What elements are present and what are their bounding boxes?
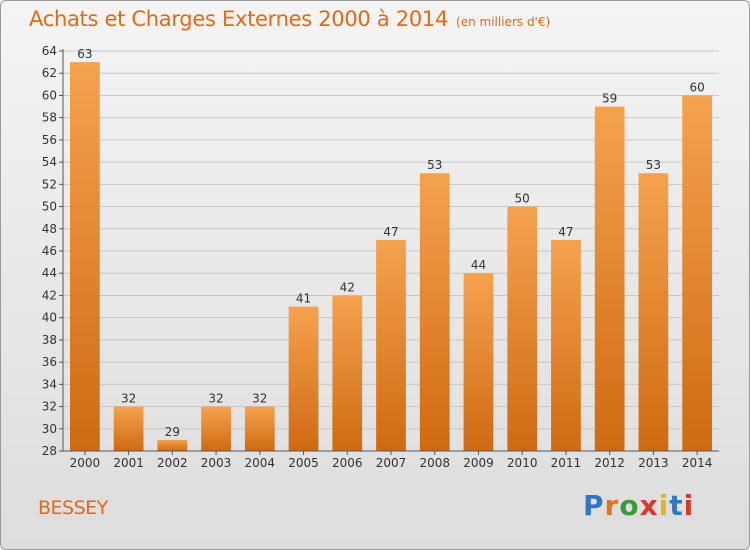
y-tick-label: 62 <box>42 66 57 80</box>
commune-name: BESSEY <box>38 497 108 519</box>
data-label-2003: 32 <box>208 392 223 406</box>
data-label-2013: 53 <box>646 158 661 172</box>
y-axis-ticks: 28 30 32 34 36 38 40 42 44 46 48 50 52 54 56 58 60 62 64 <box>42 44 63 458</box>
proxiti-logo[interactable]: Proxiti <box>583 489 694 522</box>
bar-2000 <box>69 62 100 451</box>
bar-2004 <box>244 406 275 451</box>
logo-letter: P <box>583 489 605 522</box>
x-tick-label: 2013 <box>638 456 669 470</box>
data-label-2012: 59 <box>602 92 617 106</box>
x-tick-label: 2003 <box>201 456 232 470</box>
y-tick-label: 38 <box>42 333 57 347</box>
x-axis-ticks: 2000 2001 2002 2003 2004 2005 2006 2007 2008 2009… <box>70 451 713 470</box>
logo-letter: i <box>683 489 695 522</box>
bar-2009 <box>463 273 494 451</box>
data-label-2004: 32 <box>252 392 267 406</box>
axes <box>62 49 719 452</box>
y-tick-label: 46 <box>42 244 57 258</box>
logo-letter: i <box>658 489 670 522</box>
bar-2003 <box>201 406 231 451</box>
title-text: Achats et Charges Externes 2000 à 2014 <box>29 7 449 31</box>
bar-2001 <box>113 406 144 451</box>
logo-letter: o <box>619 489 640 522</box>
bar-2012 <box>594 106 625 452</box>
x-tick-label: 2010 <box>507 456 538 470</box>
bar-2011 <box>551 239 581 451</box>
x-tick-label: 2012 <box>594 456 625 470</box>
y-tick-label: 60 <box>42 88 57 102</box>
logo-letter: x <box>639 489 659 522</box>
x-tick-label: 2005 <box>288 456 319 470</box>
bar-2006 <box>332 295 363 451</box>
y-tick-label: 44 <box>42 266 57 280</box>
chart-subtitle: (en milliers d'€) <box>456 15 551 29</box>
y-tick-label: 34 <box>42 377 57 391</box>
bar-2014 <box>682 95 713 451</box>
y-tick-label: 28 <box>42 444 57 458</box>
x-tick-label: 2000 <box>70 456 101 470</box>
data-labels: 63 32 29 32 32 41 42 47 53 44 50 47 59 53 60 <box>77 47 705 439</box>
y-tick-label: 36 <box>42 355 57 369</box>
data-label-2010: 50 <box>515 192 530 206</box>
bar-2013 <box>638 173 669 451</box>
y-tick-label: 42 <box>42 288 57 302</box>
bar-2008 <box>419 173 450 451</box>
y-tick-label: 50 <box>42 200 57 214</box>
bar-2010 <box>507 206 538 451</box>
data-label-2002: 29 <box>165 425 180 439</box>
y-tick-label: 56 <box>42 133 57 147</box>
x-tick-label: 2001 <box>113 456 144 470</box>
bar-2007 <box>376 239 406 451</box>
y-tick-label: 32 <box>42 400 57 414</box>
data-label-2014: 60 <box>689 80 704 94</box>
x-tick-label: 2014 <box>682 456 713 470</box>
logo-letter: t <box>669 489 684 522</box>
data-label-2007: 47 <box>383 225 398 239</box>
y-tick-label: 58 <box>42 111 57 125</box>
bar-2002 <box>157 439 188 451</box>
x-tick-label: 2002 <box>157 456 188 470</box>
x-tick-label: 2004 <box>245 456 276 470</box>
data-label-2005: 41 <box>296 292 311 306</box>
y-tick-label: 64 <box>42 44 57 58</box>
data-label-2000: 63 <box>77 47 92 61</box>
chart-title: Achats et Charges Externes 2000 à 2014 (e… <box>29 7 550 31</box>
x-tick-label: 2011 <box>551 456 582 470</box>
data-label-2001: 32 <box>121 392 136 406</box>
logo-letter: r <box>604 489 620 522</box>
y-tick-label: 48 <box>42 222 57 236</box>
x-tick-label: 2007 <box>376 456 407 470</box>
x-tick-label: 2009 <box>463 456 494 470</box>
y-tick-label: 40 <box>42 311 57 325</box>
y-tick-label: 54 <box>42 155 57 169</box>
y-tick-label: 52 <box>42 177 57 191</box>
data-label-2011: 47 <box>558 225 573 239</box>
bars <box>69 62 713 452</box>
x-tick-label: 2008 <box>419 456 450 470</box>
y-tick-label: 30 <box>42 422 57 436</box>
data-label-2008: 53 <box>427 158 442 172</box>
x-tick-label: 2006 <box>332 456 363 470</box>
data-label-2009: 44 <box>471 258 486 272</box>
data-label-2006: 42 <box>340 280 355 294</box>
bar-2005 <box>288 306 319 451</box>
